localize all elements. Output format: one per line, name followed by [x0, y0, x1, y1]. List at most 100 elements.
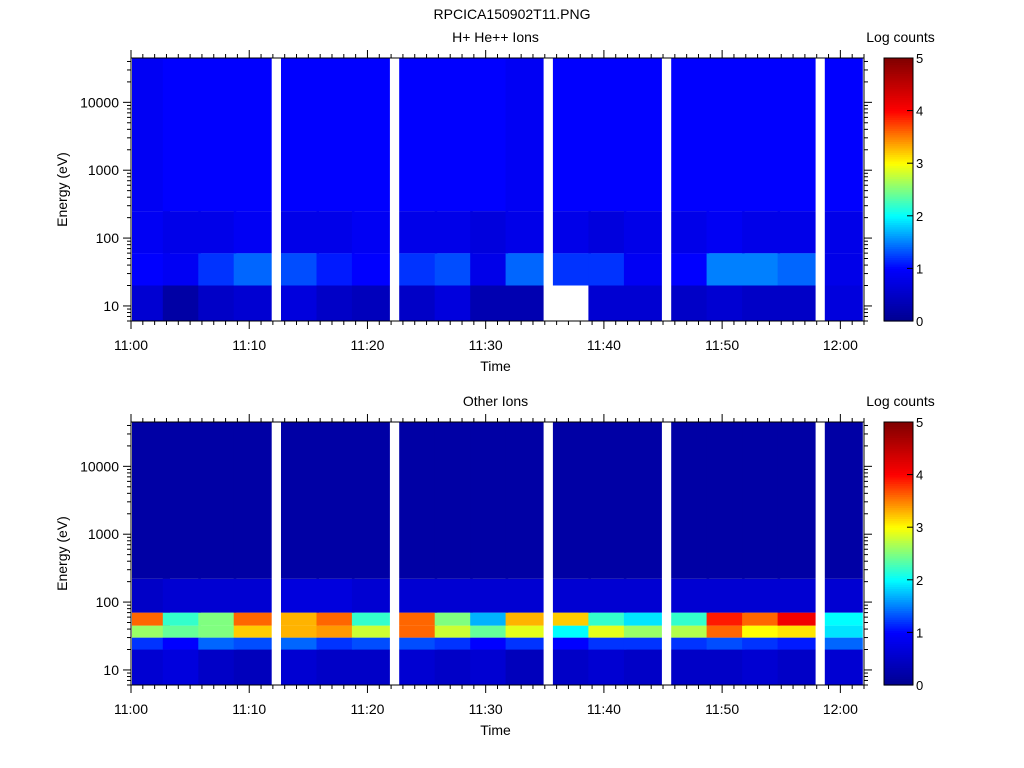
colorbar-swatch: [884, 272, 913, 276]
colorbar-swatch: [884, 525, 913, 528]
colorbar-swatch: [884, 571, 913, 574]
heatmap-cell: [281, 253, 319, 286]
colorbar-swatch: [884, 259, 913, 263]
heatmap-cell: [351, 578, 390, 613]
colorbar-swatch: [884, 264, 913, 267]
heatmap-cell: [434, 637, 473, 650]
colorbar-swatch: [884, 292, 913, 296]
colorbar-swatch: [884, 599, 913, 603]
heatmap-cell: [588, 285, 627, 321]
colorbar-swatch: [884, 489, 913, 493]
heatmap-cell: [742, 285, 781, 321]
heatmap-cell: [671, 578, 710, 613]
colorbar-frame: [883, 57, 914, 322]
heatmap-cell: [588, 58, 627, 212]
heatmap-cell: [233, 625, 272, 638]
colorbar-label: Log counts: [866, 29, 935, 45]
colorbar-swatch: [884, 301, 913, 305]
heatmap-cell: [552, 58, 591, 212]
heatmap-cell: [588, 649, 627, 685]
colorbar-swatch: [884, 529, 913, 533]
heatmap-cell: [470, 625, 509, 638]
colorbar-tick-label: 5: [916, 51, 923, 66]
colorbar-swatch: [884, 487, 913, 491]
colorbar-swatch: [884, 432, 913, 436]
heatmap-cell: [316, 285, 355, 321]
colorbar-swatch: [884, 71, 913, 74]
heatmap-cell: [505, 637, 544, 650]
colorbar-swatch: [884, 472, 913, 476]
colorbar-swatch: [884, 505, 913, 509]
colorbar-swatch: [884, 606, 913, 609]
colorbar-tick-label: 1: [916, 625, 923, 640]
colorbar-swatch: [884, 610, 913, 614]
heatmap-cell: [281, 649, 319, 685]
colorbar-tick-label: 5: [916, 415, 923, 430]
colorbar-swatch: [884, 154, 913, 158]
colorbar-swatch: [884, 560, 913, 563]
colorbar-swatch: [884, 58, 913, 61]
heatmap-cell: [351, 625, 390, 638]
colorbar-swatch: [884, 568, 913, 572]
colorbar-swatch: [884, 435, 913, 438]
colorbar-swatch: [884, 581, 913, 585]
colorbar-swatch: [884, 152, 913, 156]
y-tick-label: 1000: [88, 526, 119, 542]
heatmap-cell: [824, 211, 863, 254]
heatmap-cell: [351, 612, 390, 626]
heatmap-cell: [505, 649, 544, 685]
colorbar-swatch: [884, 564, 913, 568]
colorbar-swatch: [884, 209, 913, 213]
heatmap-cell: [316, 253, 355, 286]
colorbar-swatch: [884, 125, 913, 129]
colorbar-swatch: [884, 457, 913, 460]
colorbar-swatch: [884, 314, 913, 318]
colorbar-swatch: [884, 667, 913, 671]
heatmap-cell: [777, 612, 816, 626]
colorbar-swatch: [884, 509, 913, 513]
x-tick-label: 11:10: [232, 701, 266, 717]
colorbar-swatch: [884, 680, 913, 684]
colorbar-swatch: [884, 97, 913, 101]
heatmap-cell: [552, 649, 591, 685]
colorbar-swatch: [884, 579, 913, 583]
heatmap-cell: [351, 637, 390, 650]
heatmap-cell: [505, 422, 544, 579]
colorbar-swatch: [884, 220, 913, 223]
heatmap-cell: [824, 649, 863, 685]
heatmap-cell: [777, 253, 816, 286]
colorbar-swatch: [884, 167, 913, 171]
colorbar-swatch: [884, 211, 913, 215]
heatmap-cell: [671, 637, 710, 650]
colorbar-swatch: [884, 281, 913, 285]
y-tick-label: 1000: [88, 162, 119, 178]
heatmap-cell: [706, 253, 745, 286]
heatmap-cell: [351, 422, 390, 579]
colorbar-swatch: [884, 294, 913, 298]
colorbar-swatch: [884, 285, 913, 289]
colorbar-tick-label: 0: [916, 678, 923, 693]
x-axis-label: Time: [480, 358, 511, 374]
colorbar-swatch: [884, 189, 913, 193]
colorbar-swatch: [884, 239, 913, 243]
heatmap-cell: [623, 253, 662, 286]
colorbar-swatch: [884, 222, 913, 226]
colorbar-swatch: [884, 518, 913, 522]
heatmap-cell: [399, 578, 438, 613]
colorbar-swatch: [884, 248, 913, 252]
colorbar-swatch: [884, 253, 913, 256]
colorbar-swatch: [884, 165, 913, 169]
colorbar-swatch: [884, 268, 913, 272]
panel-title: H+ He++ Ions: [452, 29, 539, 45]
colorbar-swatch: [884, 77, 913, 81]
x-tick-label: 11:30: [469, 701, 503, 717]
colorbar-swatch: [884, 652, 913, 655]
heatmap-cell: [706, 58, 745, 212]
heatmap-cell: [777, 422, 816, 579]
colorbar-swatch: [884, 608, 913, 612]
heatmap-cell: [470, 422, 509, 579]
colorbar-swatch: [884, 496, 913, 500]
x-tick-label: 11:20: [350, 701, 384, 717]
heatmap-cell: [623, 285, 662, 321]
